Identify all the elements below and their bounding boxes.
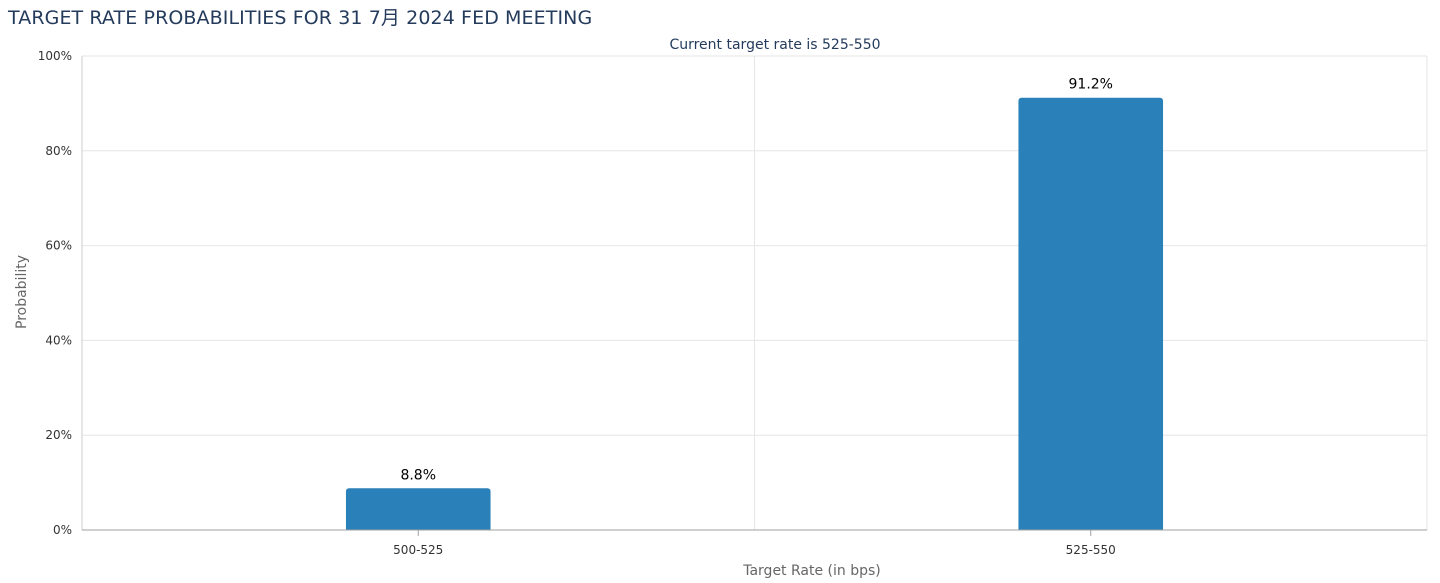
bar-base-525-550 bbox=[1018, 526, 1164, 530]
data-label: 8.8% bbox=[400, 467, 436, 483]
y-tick-label: 60% bbox=[45, 239, 72, 253]
gridlines bbox=[81, 55, 1428, 530]
y-tick-label: 20% bbox=[45, 428, 72, 442]
x-axis-title: Target Rate (in bps) bbox=[742, 563, 881, 579]
y-tick-label: 0% bbox=[53, 523, 72, 537]
data-label: 91.2% bbox=[1069, 77, 1113, 93]
y-tick-label: 80% bbox=[45, 144, 72, 158]
bar-525-550[interactable] bbox=[1018, 97, 1164, 530]
bar-base-500-525 bbox=[345, 526, 491, 530]
y-tick-label: 100% bbox=[38, 49, 72, 63]
y-axis-title: Probability bbox=[14, 255, 30, 329]
bar-500-525[interactable] bbox=[345, 488, 491, 530]
chart-title: TARGET RATE PROBABILITIES FOR 31 7月 2024… bbox=[8, 7, 593, 29]
x-tick-label: 500-525 bbox=[393, 543, 443, 557]
bars bbox=[345, 97, 1164, 530]
chart-subtitle: Current target rate is 525-550 bbox=[669, 37, 880, 53]
x-axis-ticks: 500-525 525-550 bbox=[393, 530, 1116, 557]
y-tick-label: 40% bbox=[45, 333, 72, 347]
y-axis-ticks: 0% 20% 40% 60% 80% 100% bbox=[38, 49, 72, 537]
x-tick-label: 525-550 bbox=[1066, 543, 1116, 557]
data-labels: 8.8% 91.2% bbox=[400, 77, 1113, 484]
